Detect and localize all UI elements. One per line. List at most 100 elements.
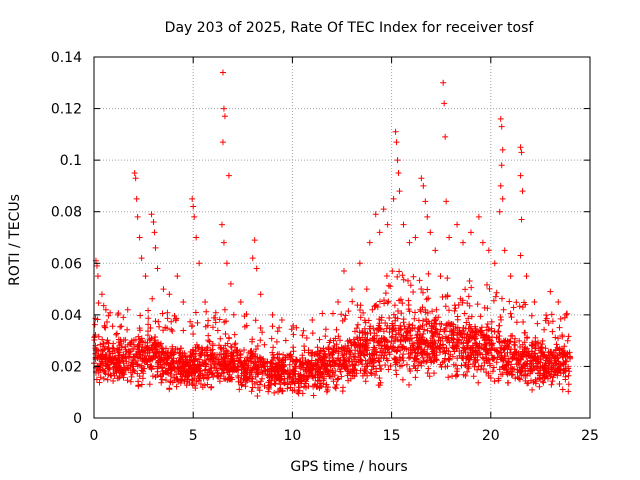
- data-point: [257, 291, 264, 298]
- data-point: [202, 298, 209, 305]
- noise-band-markers: [91, 268, 574, 399]
- x-axis-ticks: 0 5 10 15 20 25: [90, 57, 599, 444]
- data-point: [422, 198, 429, 205]
- data-point: [395, 170, 402, 177]
- x-tick-label: 25: [581, 428, 599, 444]
- plot-frame: [93, 56, 591, 419]
- data-point: [392, 128, 399, 135]
- data-point: [340, 268, 347, 275]
- data-point: [348, 286, 355, 293]
- data-points: [91, 69, 574, 399]
- data-point: [517, 144, 524, 151]
- data-point: [227, 280, 234, 287]
- data-point: [531, 298, 538, 305]
- data-point: [189, 195, 196, 202]
- data-point: [517, 172, 524, 179]
- data-point: [223, 260, 230, 267]
- data-point: [394, 157, 401, 164]
- x-tick-label: 5: [189, 428, 198, 444]
- data-point: [219, 139, 226, 146]
- data-point: [151, 229, 158, 236]
- data-point: [519, 188, 526, 195]
- data-point: [253, 265, 260, 272]
- data-point: [518, 149, 525, 156]
- data-point: [133, 195, 140, 202]
- data-point: [132, 175, 139, 182]
- y-tick-label: 0.14: [51, 50, 82, 66]
- data-point: [523, 273, 530, 280]
- data-point: [174, 273, 181, 280]
- data-point: [221, 113, 228, 120]
- data-point: [225, 172, 232, 179]
- data-point: [249, 255, 256, 262]
- data-point: [475, 213, 482, 220]
- data-point: [442, 133, 449, 140]
- data-point: [427, 229, 434, 236]
- data-point: [237, 298, 244, 305]
- data-point: [136, 234, 143, 241]
- data-point: [190, 203, 197, 210]
- data-point: [501, 247, 508, 254]
- data-point: [93, 262, 100, 269]
- x-tick-label: 15: [383, 428, 401, 444]
- data-point: [518, 216, 525, 223]
- data-point: [166, 291, 173, 298]
- data-point: [498, 162, 505, 169]
- data-point: [446, 234, 453, 241]
- data-point: [491, 260, 498, 267]
- data-point: [191, 213, 198, 220]
- data-point: [454, 221, 461, 228]
- chart-title: Day 203 of 2025, Rate Of TEC Index for r…: [165, 20, 535, 36]
- data-point: [441, 100, 448, 107]
- data-point: [563, 311, 570, 318]
- data-point: [218, 221, 225, 228]
- data-point: [160, 286, 167, 293]
- data-point: [418, 175, 425, 182]
- data-point: [220, 105, 227, 112]
- data-point: [485, 247, 492, 254]
- data-point: [134, 213, 141, 220]
- data-point: [424, 213, 431, 220]
- x-tick-label: 10: [283, 428, 301, 444]
- data-point: [517, 252, 524, 259]
- y-axis-ticks: 0 0.02 0.04 0.06 0.08 0.1 0.12 0.14: [51, 50, 590, 427]
- data-point: [193, 234, 200, 241]
- data-point: [269, 311, 276, 318]
- y-tick-label: 0.12: [51, 102, 82, 118]
- y-tick-label: 0.1: [60, 153, 82, 169]
- data-point: [309, 317, 316, 324]
- data-point: [460, 239, 467, 246]
- data-point: [406, 239, 413, 246]
- x-tick-label: 20: [482, 428, 500, 444]
- data-point: [507, 273, 514, 280]
- data-point: [499, 195, 506, 202]
- data-point: [220, 239, 227, 246]
- y-tick-label: 0: [73, 411, 82, 427]
- data-point: [150, 219, 157, 226]
- data-point: [366, 239, 373, 246]
- data-point: [393, 139, 400, 146]
- data-point: [94, 273, 101, 280]
- y-tick-label: 0.02: [51, 359, 82, 375]
- data-point: [412, 234, 419, 241]
- data-point: [440, 79, 447, 86]
- data-point: [196, 260, 203, 267]
- data-point: [148, 211, 155, 218]
- data-point: [380, 206, 387, 213]
- data-point: [293, 324, 300, 331]
- data-point: [180, 298, 187, 305]
- y-tick-label: 0.08: [51, 205, 82, 221]
- data-point: [498, 123, 505, 130]
- data-point: [400, 221, 407, 228]
- data-point: [443, 198, 450, 205]
- data-point: [499, 146, 506, 153]
- data-point: [547, 288, 554, 295]
- data-point: [497, 182, 504, 189]
- data-point: [390, 195, 397, 202]
- data-point: [335, 298, 342, 305]
- data-point: [102, 306, 109, 313]
- data-point: [219, 69, 226, 76]
- data-point: [497, 115, 504, 122]
- data-point: [142, 273, 149, 280]
